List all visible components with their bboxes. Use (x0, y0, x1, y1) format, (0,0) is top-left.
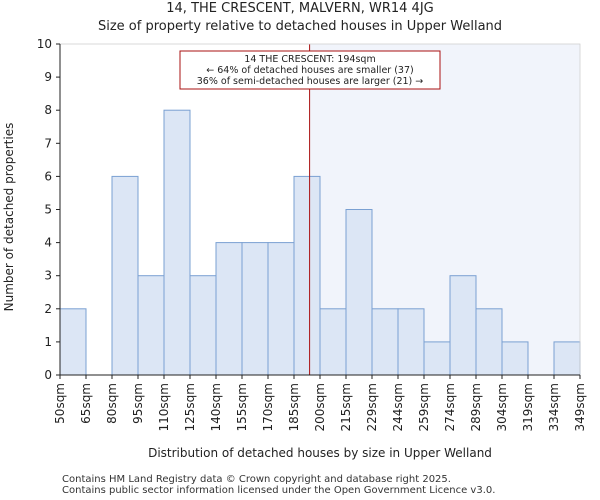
x-tick-label-349sqm: 349sqm (573, 383, 587, 431)
annotation-line-3: 36% of semi-detached houses are larger (… (197, 76, 424, 87)
bar-229sqm (371, 308, 399, 376)
y-tick-label-4: 4 (44, 236, 52, 250)
x-tick-label-80sqm: 80sqm (105, 383, 119, 424)
bar-304sqm (501, 341, 529, 376)
annotation-box (179, 50, 441, 90)
bar-50sqm (59, 308, 87, 376)
bar-259sqm (423, 341, 451, 376)
bar-125sqm (189, 275, 217, 376)
bar-274sqm (449, 275, 477, 376)
y-axis-label: Number of detached properties (2, 123, 16, 312)
x-tick-label-65sqm: 65sqm (79, 383, 93, 424)
annotation-line-2: ← 64% of detached houses are smaller (37… (206, 65, 413, 76)
x-tick-label-289sqm: 289sqm (469, 383, 483, 431)
annotation-line-1: 14 THE CRESCENT: 194sqm (244, 54, 375, 65)
y-tick-label-7: 7 (44, 136, 52, 150)
bar-110sqm (163, 109, 191, 376)
x-tick-label-259sqm: 259sqm (417, 383, 431, 431)
bar-289sqm (475, 308, 503, 376)
y-tick-label-5: 5 (44, 203, 52, 217)
x-tick-label-50sqm: 50sqm (53, 383, 67, 424)
x-tick-label-125sqm: 125sqm (183, 383, 197, 431)
y-tick-label-3: 3 (44, 269, 52, 283)
x-tick-label-110sqm: 110sqm (157, 383, 171, 431)
bar-140sqm (215, 242, 243, 376)
x-axis-label: Distribution of detached houses by size … (148, 446, 492, 460)
x-tick-label-334sqm: 334sqm (547, 383, 561, 431)
x-tick-label-319sqm: 319sqm (521, 383, 535, 431)
bar-170sqm (267, 242, 295, 376)
x-tick-label-229sqm: 229sqm (365, 383, 379, 431)
y-tick-label-10: 10 (37, 37, 52, 51)
chart-subtitle: Size of property relative to detached ho… (97, 19, 503, 34)
bar-244sqm (397, 308, 425, 376)
y-tick-label-9: 9 (44, 70, 52, 84)
y-tick-label-2: 2 (44, 302, 52, 316)
y-tick-label-6: 6 (44, 169, 52, 183)
bar-95sqm (137, 275, 165, 376)
histogram-chart: 0 1 2 3 4 5 6 7 8 9 10 50sqm 65sqm 80sqm 95sqm 110sqm 12… (2, 37, 587, 460)
bar-185sqm (293, 175, 321, 376)
x-tick-label-170sqm: 170sqm (261, 383, 275, 431)
bar-155sqm (241, 242, 269, 376)
x-tick-label-274sqm: 274sqm (443, 383, 457, 431)
x-tick-label-155sqm: 155sqm (235, 383, 249, 431)
x-tick-label-200sqm: 200sqm (313, 383, 327, 431)
y-tick-label-0: 0 (44, 368, 52, 382)
chart-title: 14, THE CRESCENT, MALVERN, WR14 4JG (166, 1, 434, 16)
x-tick-label-215sqm: 215sqm (339, 383, 353, 431)
x-tick-label-244sqm: 244sqm (391, 383, 405, 431)
x-tick-label-185sqm: 185sqm (287, 383, 301, 431)
y-tick-label-1: 1 (44, 335, 52, 349)
x-tick-label-304sqm: 304sqm (495, 383, 509, 431)
y-tick-label-8: 8 (44, 103, 52, 117)
bar-215sqm (345, 209, 373, 376)
footer-line-2: Contains public sector information licen… (62, 485, 496, 496)
bar-334sqm (553, 341, 581, 376)
footer-line-1: Contains HM Land Registry data © Crown c… (62, 474, 451, 485)
x-tick-label-140sqm: 140sqm (209, 383, 223, 431)
x-tick-label-95sqm: 95sqm (131, 383, 145, 424)
bar-200sqm (319, 308, 347, 376)
bar-80sqm (111, 175, 139, 376)
